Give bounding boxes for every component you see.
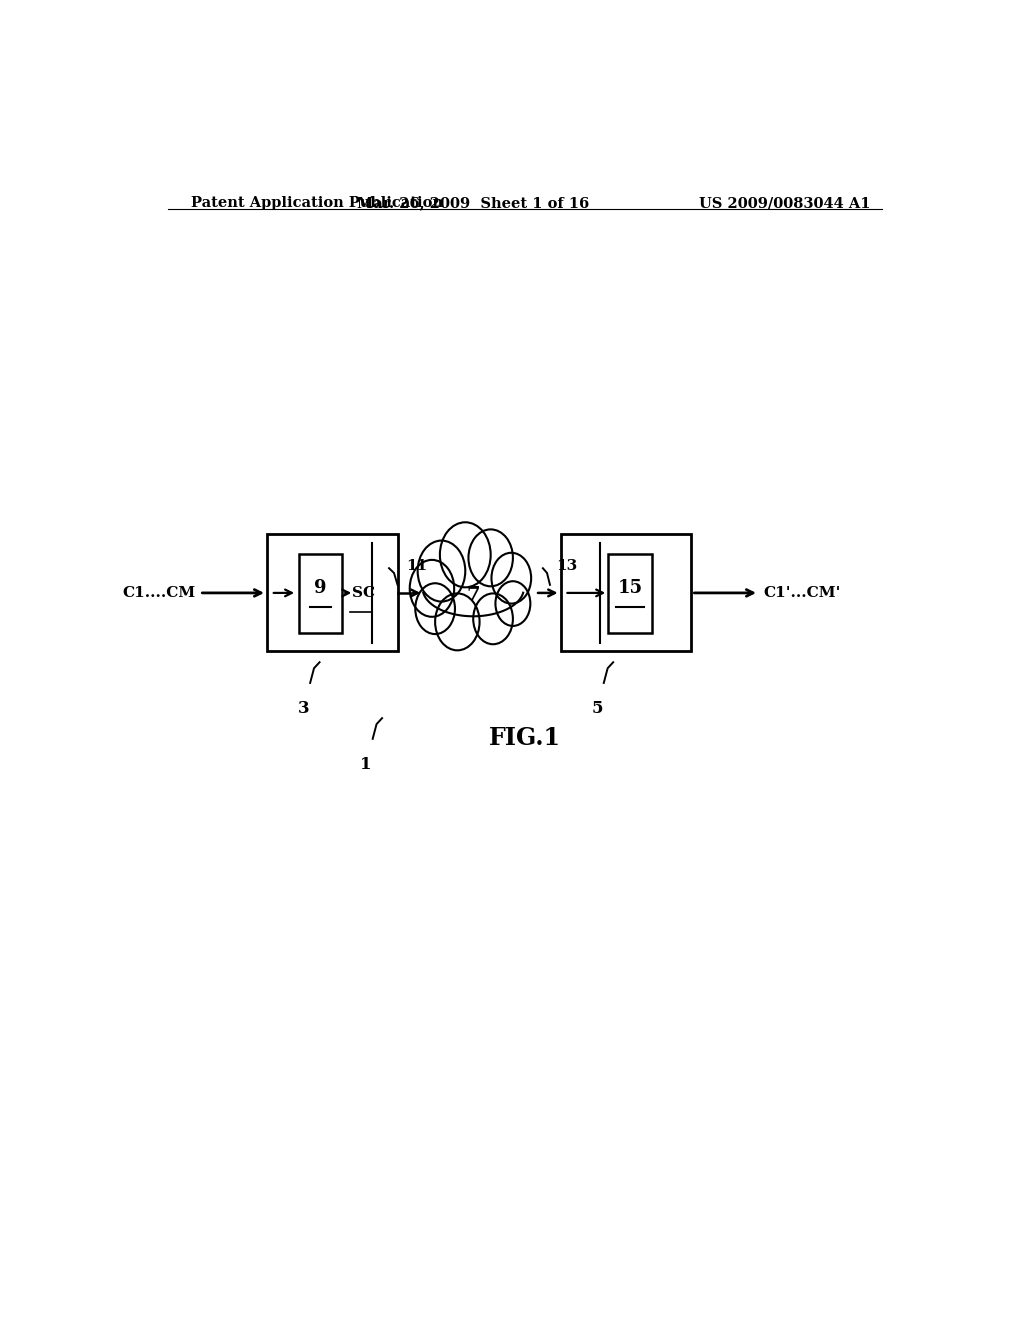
Text: FIG.1: FIG.1 [488, 726, 561, 750]
Circle shape [418, 541, 465, 602]
Text: 11: 11 [406, 558, 427, 573]
Text: C1'...CM': C1'...CM' [763, 586, 841, 599]
Bar [267, 535, 397, 651]
Bar [423, 572, 524, 627]
Text: C1....CM: C1....CM [122, 586, 196, 599]
Circle shape [496, 581, 530, 626]
Circle shape [492, 553, 531, 603]
Circle shape [473, 594, 513, 644]
Text: SC: SC [352, 586, 375, 601]
Text: US 2009/0083044 A1: US 2009/0083044 A1 [698, 195, 870, 210]
Bar [299, 554, 342, 634]
Text: 5: 5 [592, 700, 603, 717]
Text: 13: 13 [557, 558, 578, 573]
Bar [560, 535, 691, 651]
Ellipse shape [414, 543, 532, 644]
Circle shape [440, 523, 490, 587]
Circle shape [468, 529, 513, 586]
Circle shape [416, 583, 455, 634]
Circle shape [435, 594, 479, 651]
Text: Patent Application Publication: Patent Application Publication [191, 195, 443, 210]
Text: 7: 7 [467, 586, 480, 605]
Text: Mar. 26, 2009  Sheet 1 of 16: Mar. 26, 2009 Sheet 1 of 16 [357, 195, 590, 210]
Bar [608, 554, 651, 634]
Text: 3: 3 [298, 700, 309, 717]
Circle shape [410, 560, 455, 616]
Text: 9: 9 [314, 579, 327, 598]
Text: 15: 15 [617, 579, 642, 598]
Text: 1: 1 [360, 756, 372, 774]
